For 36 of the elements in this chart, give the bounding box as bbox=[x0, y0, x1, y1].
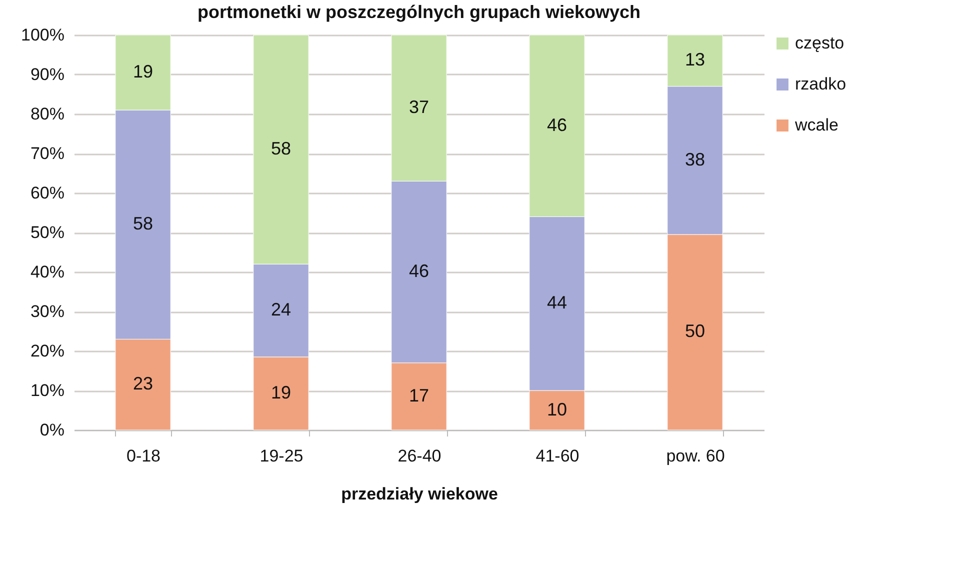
x-tick-label: pow. 60 bbox=[666, 446, 725, 466]
x-tick-label: 19-25 bbox=[260, 446, 304, 466]
data-label: 19 bbox=[132, 62, 154, 82]
y-tick-label: 10% bbox=[30, 381, 64, 400]
y-tick-label: 60% bbox=[30, 184, 64, 202]
data-label: 23 bbox=[132, 374, 154, 394]
y-tick-label: 30% bbox=[30, 302, 64, 321]
data-label: 58 bbox=[132, 214, 154, 234]
data-label: 46 bbox=[546, 114, 568, 135]
data-label: 38 bbox=[684, 149, 706, 170]
data-label: 46 bbox=[408, 261, 430, 281]
legend-label: wcale bbox=[794, 116, 838, 134]
data-label: 44 bbox=[546, 292, 568, 313]
y-tick-label: 80% bbox=[30, 104, 64, 124]
data-label: 19 bbox=[270, 382, 292, 402]
data-label: 37 bbox=[408, 97, 430, 118]
data-label: 10 bbox=[546, 399, 568, 420]
y-tick-label: 50% bbox=[30, 223, 64, 242]
legend-label: często bbox=[795, 34, 844, 52]
y-tick-label: 20% bbox=[30, 342, 64, 360]
x-tick-label: 41-60 bbox=[536, 446, 580, 466]
x-axis-title: przedziały wiekowe bbox=[341, 484, 498, 504]
y-tick-label: 70% bbox=[30, 144, 64, 163]
y-tick-label: 40% bbox=[30, 262, 64, 282]
legend-label: rzadko bbox=[795, 74, 846, 94]
x-tick-label: 0-18 bbox=[126, 446, 161, 466]
data-label: 17 bbox=[408, 385, 430, 406]
chart-title: portmonetki w poszczególnych grupach wiekowych bbox=[197, 2, 641, 22]
y-tick-label: 0% bbox=[40, 420, 64, 440]
data-label: 58 bbox=[270, 138, 292, 159]
data-label: 24 bbox=[270, 300, 292, 320]
y-tick-label: 100% bbox=[21, 26, 64, 44]
y-tick-label: 90% bbox=[30, 65, 64, 84]
data-label: 13 bbox=[684, 50, 706, 70]
data-label: 50 bbox=[684, 321, 706, 342]
x-tick-label: 26-40 bbox=[398, 446, 442, 466]
